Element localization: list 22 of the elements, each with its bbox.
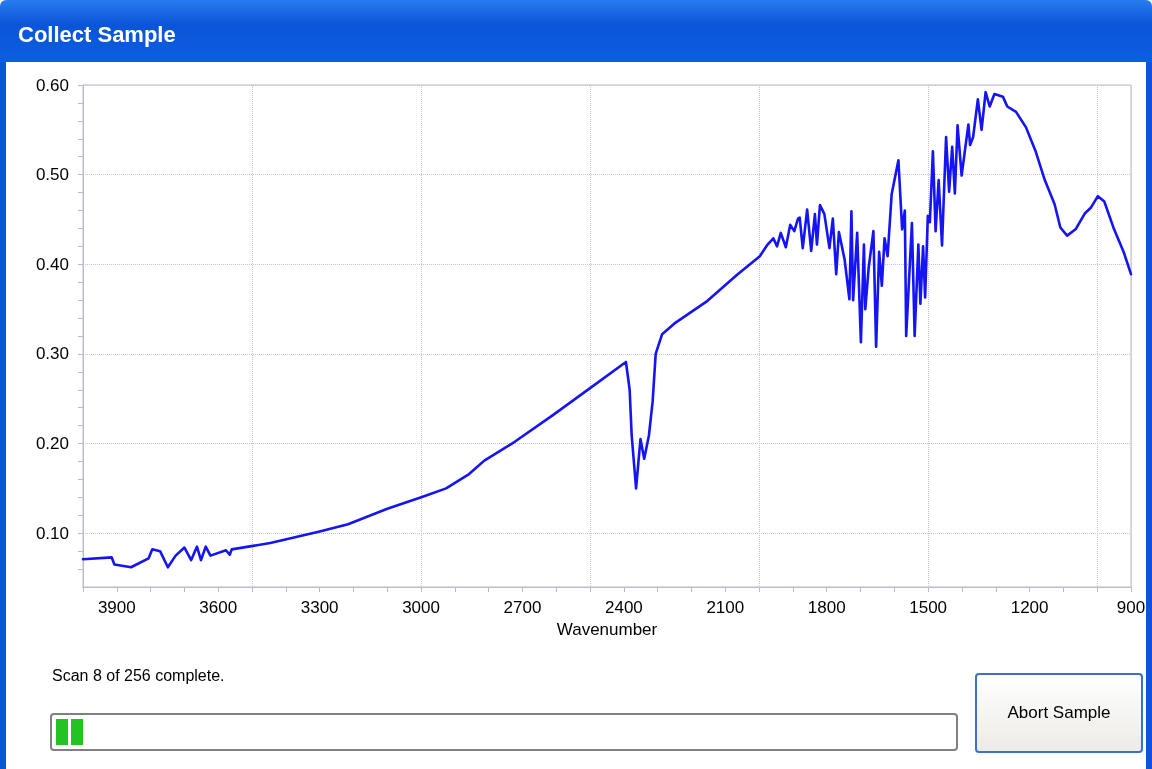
x-tick-label: 900 [1116, 598, 1146, 617]
chart-title: Collect Sample [18, 22, 176, 48]
x-tick-label: 1800 [807, 598, 846, 617]
y-tick-label: 0.10 [35, 523, 69, 543]
y-tick-label: 0.20 [35, 434, 69, 454]
x-tick-label: 2700 [503, 598, 542, 617]
y-tick-label: 0.30 [35, 344, 69, 364]
button: Abort Sample [975, 673, 1143, 753]
x-tick-label: 3300 [300, 598, 339, 617]
x-tick-label: 2100 [706, 598, 745, 617]
y-tick-label: 0.50 [35, 165, 69, 185]
x-axis-title: Wavenumber [556, 619, 658, 639]
y-tick-label: 0.60 [35, 75, 69, 95]
x-tick-label: 3900 [97, 598, 136, 617]
y-tick-label: 0.40 [35, 254, 69, 274]
text: Scan 8 of 256 complete. [52, 667, 225, 685]
x-tick-label: 2400 [604, 598, 643, 617]
line-series [81, 90, 1133, 569]
x-tick-label: 3000 [402, 598, 440, 617]
x-tick-label: 1500 [909, 598, 948, 617]
x-tick-label: 1200 [1010, 598, 1049, 617]
x-tick-label: 3600 [199, 598, 238, 617]
